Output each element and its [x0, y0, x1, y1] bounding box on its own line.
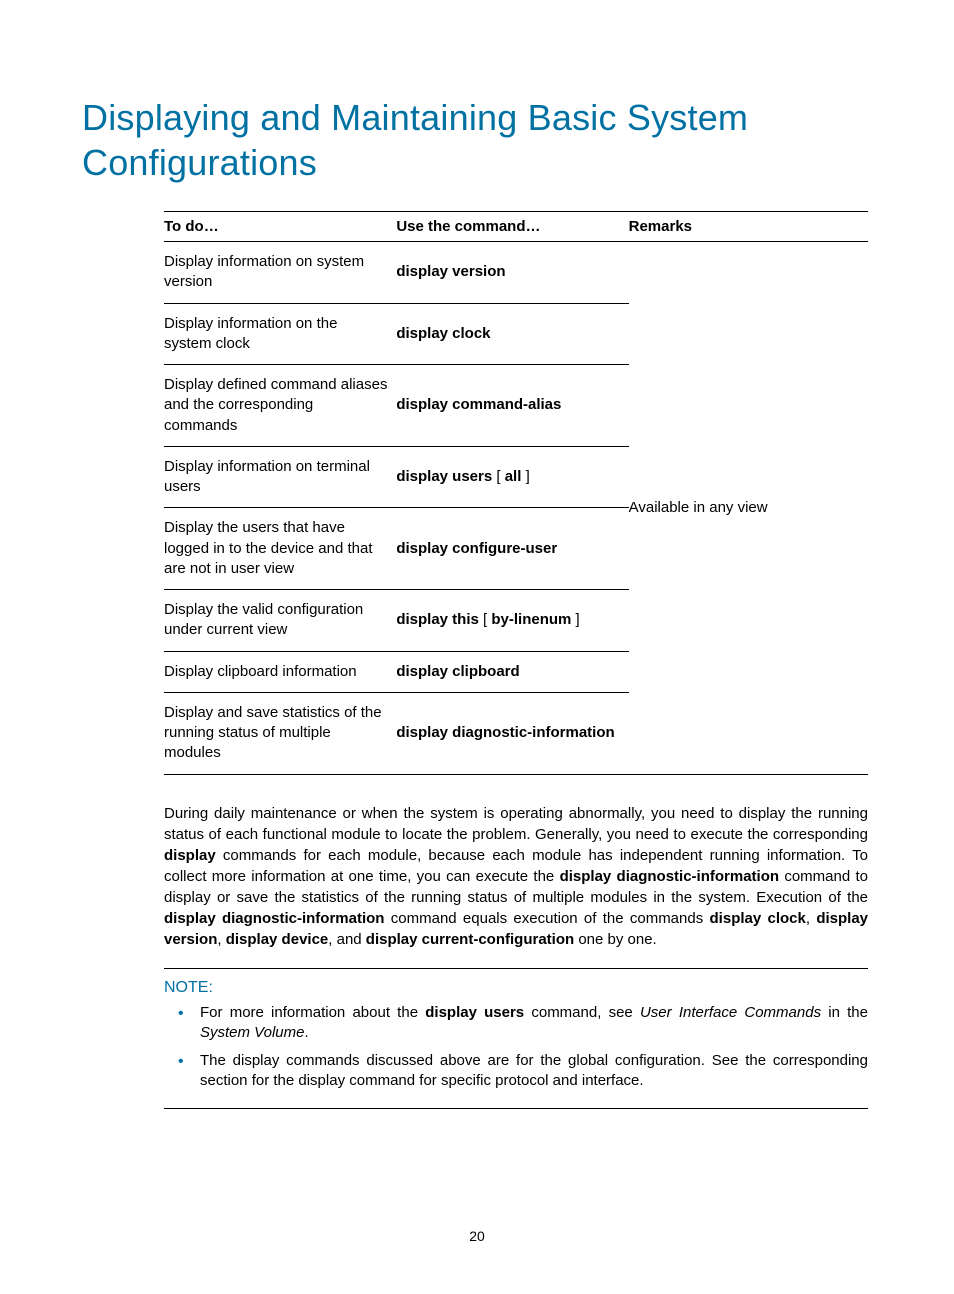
content-block: To do… Use the command… Remarks Display … [164, 211, 868, 1109]
para-text: During daily maintenance or when the sys… [164, 805, 868, 843]
note-text: in the [821, 1004, 868, 1021]
page: Displaying and Maintaining Basic System … [0, 0, 954, 1294]
cell-todo: Display defined command aliases and the … [164, 365, 396, 447]
cell-todo: Display the valid configuration under cu… [164, 590, 396, 652]
table-header-row: To do… Use the command… Remarks [164, 212, 868, 242]
cell-todo: Display the users that have logged in to… [164, 508, 396, 590]
para-bold: display diagnostic-information [560, 868, 779, 885]
para-text: , [806, 910, 816, 927]
table-body: Display information on system versiondis… [164, 242, 868, 775]
para-bold: display current-configuration [366, 931, 574, 948]
th-cmd: Use the command… [396, 212, 628, 242]
note-italic: User Interface Commands [640, 1004, 821, 1021]
th-remarks: Remarks [629, 212, 868, 242]
cell-command: display command-alias [396, 365, 628, 447]
para-text: , [217, 931, 225, 948]
note-item: The display commands discussed above are… [186, 1051, 868, 1092]
body-paragraph: During daily maintenance or when the sys… [164, 803, 868, 950]
note-bold: display users [425, 1004, 524, 1021]
cell-command: display users [ all ] [396, 446, 628, 508]
para-bold: display diagnostic-information [164, 910, 384, 927]
note-text: command, see [524, 1004, 640, 1021]
para-text: one by one. [574, 931, 657, 948]
para-bold: display device [226, 931, 329, 948]
note-block: NOTE: For more information about the dis… [164, 968, 868, 1109]
cell-todo: Display information on system version [164, 242, 396, 304]
page-number: 20 [0, 1228, 954, 1244]
cell-todo: Display information on terminal users [164, 446, 396, 508]
para-bold: display clock [710, 910, 806, 927]
note-item: For more information about the display u… [186, 1003, 868, 1044]
note-text: The display commands discussed above are… [200, 1052, 868, 1089]
note-list: For more information about the display u… [164, 1003, 868, 1092]
note-label: NOTE: [164, 979, 868, 997]
cell-todo: Display clipboard information [164, 651, 396, 692]
note-text: For more information about the [200, 1004, 425, 1021]
cell-command: display clipboard [396, 651, 628, 692]
command-table: To do… Use the command… Remarks Display … [164, 211, 868, 775]
cell-command: display version [396, 242, 628, 304]
para-text: , and [328, 931, 366, 948]
para-text: command equals execution of the commands [384, 910, 709, 927]
para-bold: display [164, 847, 216, 864]
cell-command: display this [ by-linenum ] [396, 590, 628, 652]
note-text: . [304, 1024, 308, 1041]
cell-remarks: Available in any view [629, 242, 868, 775]
cell-command: display clock [396, 303, 628, 365]
cell-command: display diagnostic-information [396, 692, 628, 774]
note-italic: System Volume [200, 1024, 304, 1041]
cell-todo: Display and save statistics of the runni… [164, 692, 396, 774]
table-row: Display information on system versiondis… [164, 242, 868, 304]
th-todo: To do… [164, 212, 396, 242]
cell-command: display configure-user [396, 508, 628, 590]
page-title: Displaying and Maintaining Basic System … [82, 95, 868, 185]
cell-todo: Display information on the system clock [164, 303, 396, 365]
